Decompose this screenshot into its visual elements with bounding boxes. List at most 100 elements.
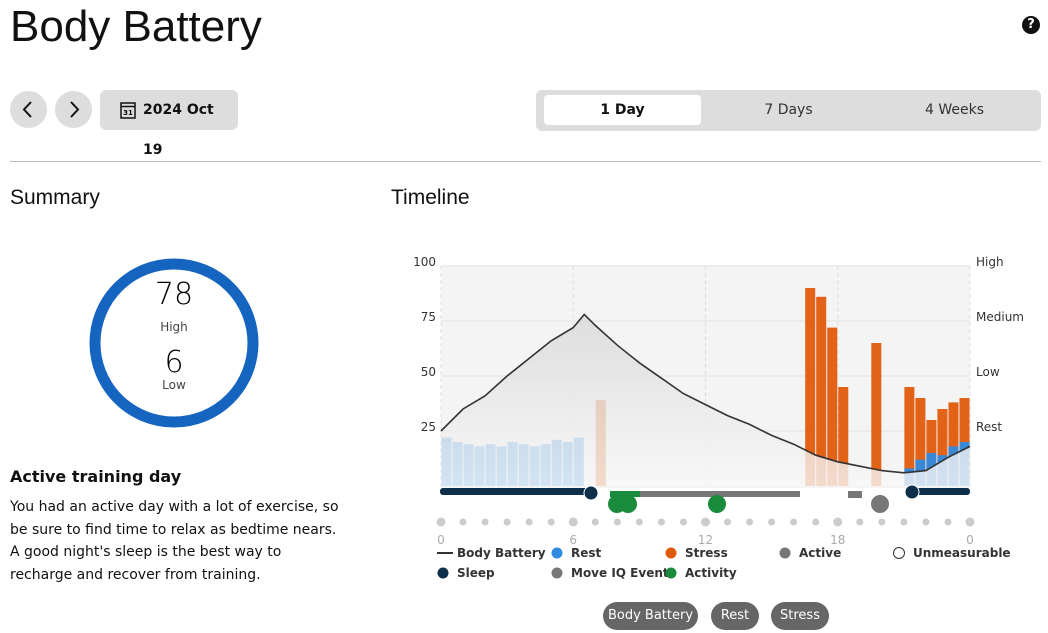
move-iq-icon (871, 495, 889, 513)
y2-tick-label: Low (976, 365, 1000, 379)
bar (805, 288, 816, 486)
hour-dot (701, 517, 710, 527)
high-label: High (160, 320, 188, 334)
x-tick-label: 0 (437, 533, 445, 547)
hour-dot (547, 518, 555, 526)
hour-dot (724, 518, 732, 526)
summary-text: You had an active day with a lot of exer… (10, 499, 339, 583)
y2-tick-label: Rest (976, 420, 1002, 434)
prev-icon (22, 101, 32, 118)
y-tick-label: 50 (421, 365, 436, 379)
sleep-bar (440, 488, 590, 495)
activity-icon (708, 495, 726, 513)
y-tick-label: 75 (421, 310, 436, 324)
wake-icon (583, 485, 599, 501)
x-tick-label: 12 (698, 533, 713, 547)
hour-dot (922, 518, 930, 526)
section-title: Timeline (391, 186, 470, 209)
hour-dot (481, 518, 489, 526)
bar (838, 387, 849, 486)
hour-dot (768, 518, 776, 526)
summary-ring: 78 High 6 Low (89, 258, 259, 428)
range-tabs: 1 Day 7 Days 4 Weeks (536, 90, 1041, 131)
active-bar (640, 491, 800, 497)
legend-label: Sleep (457, 566, 495, 580)
y-tick-label: 25 (421, 420, 436, 434)
hour-dot (900, 518, 908, 526)
hour-dot (635, 518, 643, 526)
calendar-icon: 31 (120, 102, 136, 119)
legend-label: Move IQ Event (571, 566, 669, 580)
hour-dot (965, 517, 975, 527)
low-value: 6 (164, 345, 183, 380)
bar (904, 387, 915, 486)
toggle-button[interactable]: Body Battery (603, 602, 698, 630)
sleep-icon (904, 484, 920, 500)
hour-dot (568, 517, 578, 527)
legend-swatch (665, 567, 677, 579)
hour-dot (657, 518, 665, 526)
summary-headline: Active training day (10, 467, 182, 486)
hour-dot (459, 518, 467, 526)
x-tick-label: 18 (830, 533, 845, 547)
legend-swatch (551, 567, 563, 579)
legend-label: Body Battery (457, 546, 546, 560)
low-label: Low (162, 378, 186, 392)
divider (10, 161, 1041, 162)
hour-dot (613, 518, 621, 526)
active-bar (848, 491, 862, 498)
hour-dot (878, 518, 886, 526)
tab[interactable]: 4 Weeks (924, 102, 984, 118)
hour-dot (503, 518, 511, 526)
prev-button[interactable] (10, 91, 47, 128)
date-label: 2024 Oct 19 (143, 102, 214, 158)
legend-swatch (893, 547, 905, 559)
hour-dot (746, 518, 754, 526)
sleep-bar (912, 488, 970, 495)
hour-dot (833, 517, 843, 527)
activity-strip (440, 484, 970, 513)
x-tick-label: 6 (569, 533, 577, 547)
hour-dot (790, 518, 798, 526)
hour-dot (436, 517, 446, 527)
high-value: 78 (155, 277, 193, 312)
ring (89, 258, 259, 428)
legend-label: Rest (571, 546, 602, 560)
hour-dot (679, 518, 687, 526)
bar (816, 296, 827, 486)
page-title: Body Battery (10, 2, 262, 51)
hour-dot (525, 518, 533, 526)
legend-label: Activity (685, 566, 737, 580)
help-button[interactable]: ? (1022, 16, 1040, 34)
toggle-button[interactable]: Stress (771, 602, 829, 630)
y2-tick-label: High (976, 255, 1004, 269)
tab[interactable]: 1 Day (544, 95, 701, 125)
legend-swatch (551, 547, 563, 559)
tab[interactable]: 7 Days (764, 102, 813, 118)
calendar-day: 31 (123, 109, 133, 117)
legend-swatch (437, 567, 449, 579)
section-title: Summary (10, 186, 100, 209)
legend-label: Active (799, 546, 841, 560)
bar (948, 402, 959, 486)
hour-dot (812, 518, 820, 526)
legend-swatch (779, 547, 791, 559)
bar (915, 398, 926, 486)
area (441, 314, 970, 486)
y2-tick-label: Medium (976, 310, 1024, 324)
toggle-button[interactable]: Rest (711, 602, 759, 630)
bar (937, 409, 948, 486)
next-button[interactable] (55, 91, 92, 128)
bar (871, 343, 882, 486)
hour-dot (856, 518, 864, 526)
legend-label: Stress (685, 546, 728, 560)
legend-swatch (665, 547, 677, 559)
y-tick-label: 100 (413, 255, 436, 269)
hour-dot (591, 518, 599, 526)
hour-dot (944, 518, 952, 526)
line (440, 313, 971, 474)
activity-icon (619, 495, 637, 513)
date-button[interactable]: 31 2024 Oct 19 (100, 90, 238, 158)
next-icon (70, 101, 80, 118)
